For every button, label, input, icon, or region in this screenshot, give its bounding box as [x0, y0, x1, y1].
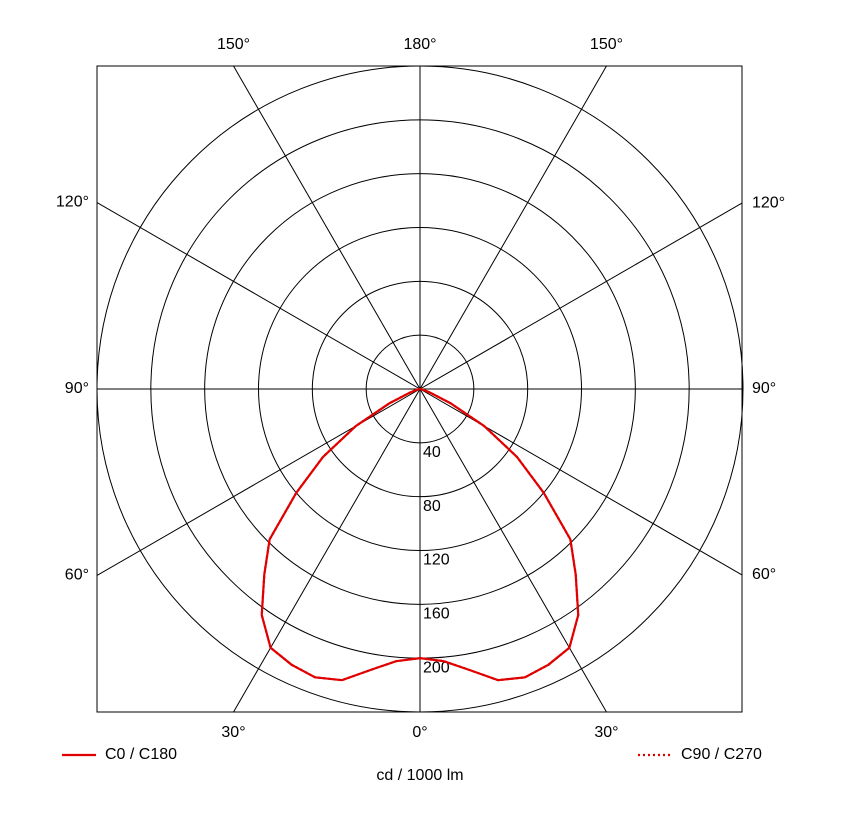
spoke — [419, 202, 743, 390]
theta-tick-label: 180° — [403, 36, 436, 53]
legend-label: C0 / C180 — [105, 746, 177, 763]
spoke — [96, 388, 421, 576]
intensity-curve — [260, 387, 580, 682]
theta-tick-label: 90° — [65, 380, 89, 397]
r-tick-label: 160 — [423, 606, 450, 623]
theta-tick-label: 90° — [752, 380, 776, 397]
r-tick-label: 80 — [423, 498, 441, 515]
theta-tick-label: 30° — [221, 724, 245, 741]
r-tick-label: 120 — [423, 552, 450, 569]
theta-tick-label: 120° — [752, 194, 785, 211]
theta-tick-label: 150° — [590, 36, 623, 53]
spoke — [419, 388, 743, 576]
spoke — [96, 202, 421, 390]
legend-label: C90 / C270 — [681, 746, 762, 763]
theta-tick-label: 60° — [752, 566, 776, 583]
theta-tick-label: 30° — [594, 724, 618, 741]
theta-tick-label: 120° — [56, 194, 89, 211]
spoke — [419, 388, 607, 713]
spoke — [419, 65, 607, 390]
spoke — [233, 388, 421, 713]
theta-tick-label: 60° — [65, 567, 89, 584]
spoke — [233, 65, 421, 390]
theta-tick-label: 0° — [412, 724, 427, 741]
r-tick-label: 200 — [423, 659, 450, 676]
axis-label: cd / 1000 lm — [376, 767, 463, 784]
theta-tick-label: 150° — [217, 36, 250, 53]
r-tick-label: 40 — [423, 444, 441, 461]
